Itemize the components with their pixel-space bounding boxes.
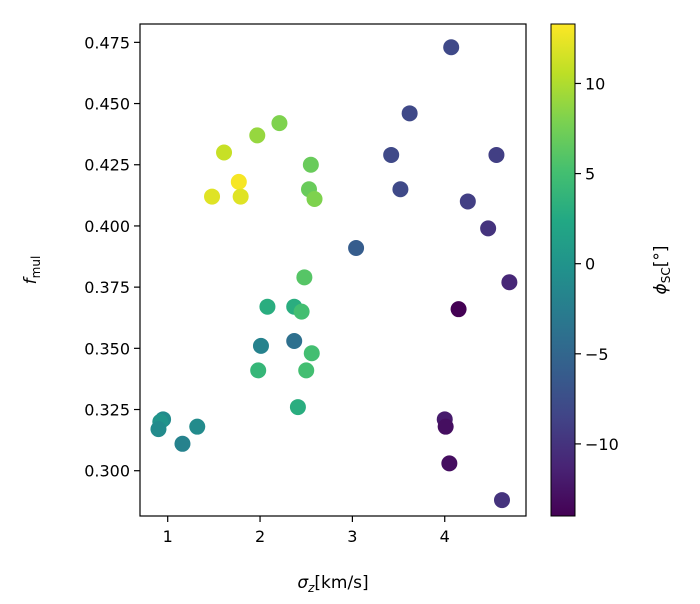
scatter-point <box>289 399 306 416</box>
scatter-point <box>271 115 288 132</box>
y-tick-label: 0.475 <box>84 33 130 52</box>
scatter-point <box>249 127 266 144</box>
colorbar-tick-label: 5 <box>585 165 595 184</box>
y-tick-label: 0.450 <box>84 95 130 114</box>
scatter-point <box>293 303 310 320</box>
y-tick-label: 0.375 <box>84 278 130 297</box>
scatter-point <box>302 156 319 173</box>
colorbar-ticks: −10 −5 0 5 10 <box>575 74 619 454</box>
scatter-point <box>250 362 267 379</box>
scatter-point <box>450 301 467 318</box>
y-tick-label: 0.300 <box>84 462 130 481</box>
scatter-point <box>459 193 476 210</box>
x-tick-label: 3 <box>347 527 357 546</box>
scatter-point <box>259 298 276 315</box>
colorbar-tick-label: −10 <box>585 435 619 454</box>
y-tick-label: 0.400 <box>84 217 130 236</box>
colorbar-tick-label: 10 <box>585 74 605 93</box>
scatter-point <box>501 274 518 291</box>
x-tick-label: 4 <box>440 527 450 546</box>
scatter-point <box>480 220 497 237</box>
y-tick-label: 0.325 <box>84 401 130 420</box>
scatter-point <box>392 181 409 198</box>
colorbar-label: ϕSC[°] <box>651 246 673 295</box>
scatter-point <box>493 492 510 509</box>
scatter-point <box>441 455 458 472</box>
x-axis-label: σz[km/s] <box>297 573 368 595</box>
scatter-point <box>296 269 313 286</box>
data-points <box>150 39 518 509</box>
scatter-point <box>286 332 303 349</box>
scatter-point <box>204 188 221 205</box>
scatter-point <box>488 146 505 163</box>
scatter-point <box>232 188 249 205</box>
scatter-point <box>303 345 320 362</box>
scatter-point <box>174 435 191 452</box>
scatter-point <box>306 191 323 208</box>
scatter-point <box>401 105 418 122</box>
scatter-point <box>298 362 315 379</box>
plot-frame <box>139 23 527 517</box>
y-axis-label: fmul <box>21 256 43 285</box>
y-tick-label: 0.425 <box>84 156 130 175</box>
x-tick-label: 2 <box>255 527 265 546</box>
plot-area <box>140 24 526 516</box>
scatter-point <box>230 173 247 190</box>
scatter-point <box>437 418 454 435</box>
scatter-point <box>252 337 269 354</box>
scatter-point <box>216 144 233 161</box>
scatter-point <box>443 39 460 56</box>
y-tick-label: 0.350 <box>84 339 130 358</box>
colorbar-tick-label: 0 <box>585 255 595 274</box>
x-tick-label: 1 <box>163 527 173 546</box>
x-axis-ticks: 1 2 3 4 <box>163 516 450 546</box>
y-axis-ticks: 0.300 0.325 0.350 0.375 0.400 0.425 0.450 0.475 <box>84 33 140 481</box>
scatter-point <box>189 418 206 435</box>
colorbar <box>550 23 576 517</box>
scatter-point <box>348 239 365 256</box>
scatter-point <box>150 421 167 438</box>
colorbar-tick-label: −5 <box>585 345 609 364</box>
scatter-point <box>383 146 400 163</box>
